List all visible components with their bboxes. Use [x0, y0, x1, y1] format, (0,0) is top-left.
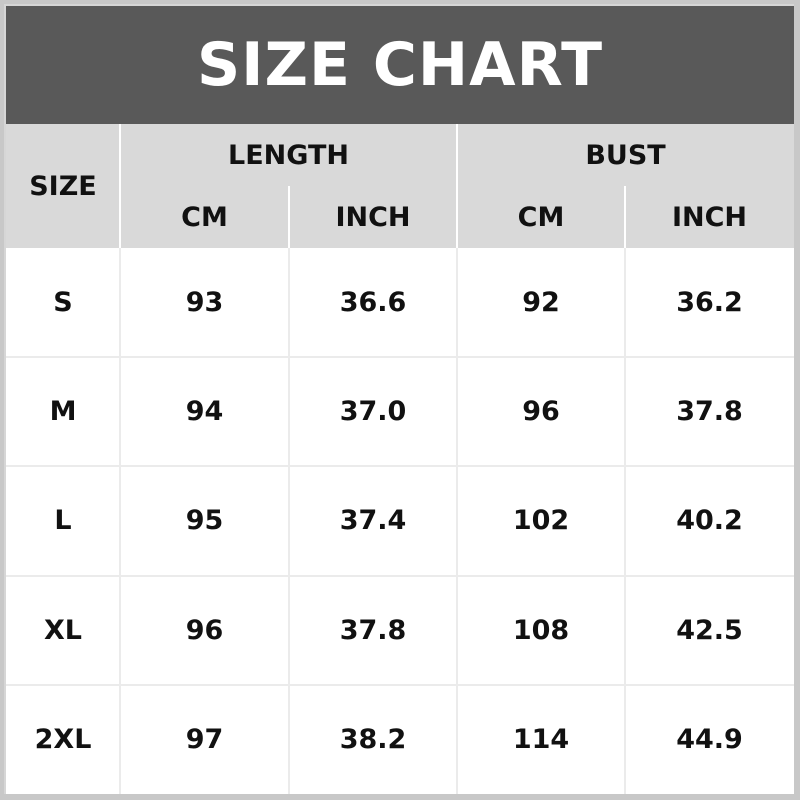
table-cell: 114: [457, 684, 625, 794]
divider: [288, 248, 290, 794]
table-cell: 37.8: [289, 575, 457, 685]
table-cell: 40.2: [625, 466, 794, 576]
table-cell: 42.5: [625, 575, 794, 685]
header-sub-inch: INCH: [625, 186, 794, 248]
divider: [6, 356, 794, 359]
size-label: XL: [6, 575, 120, 685]
divider: [288, 186, 290, 248]
table-cell: 95: [120, 466, 289, 576]
table-cell: 37.4: [289, 466, 457, 576]
table-cell: 37.0: [289, 357, 457, 467]
table-cell: 44.9: [625, 684, 794, 794]
size-label: M: [6, 357, 120, 467]
divider: [624, 248, 626, 794]
table-cell: 102: [457, 466, 625, 576]
divider: [119, 124, 121, 248]
header-sub-cm: CM: [120, 186, 289, 248]
table-cell: 36.6: [289, 248, 457, 358]
table-cell: 38.2: [289, 684, 457, 794]
table-cell: 36.2: [625, 248, 794, 358]
chart-title: SIZE CHART: [6, 6, 794, 124]
table-cell: 94: [120, 357, 289, 467]
header-sub-inch: INCH: [289, 186, 457, 248]
divider: [6, 574, 794, 577]
table-cell: 96: [457, 357, 625, 467]
table-cell: 37.8: [625, 357, 794, 467]
divider: [119, 248, 121, 794]
header-size: SIZE: [6, 124, 120, 248]
size-label: L: [6, 466, 120, 576]
header-group-length: LENGTH: [120, 124, 457, 186]
divider: [456, 124, 458, 248]
table-cell: 108: [457, 575, 625, 685]
divider: [6, 465, 794, 468]
table-cell: 93: [120, 248, 289, 358]
header-group-bust: BUST: [457, 124, 794, 186]
table-cell: 97: [120, 684, 289, 794]
size-label: S: [6, 248, 120, 358]
table-cell: 96: [120, 575, 289, 685]
divider: [624, 186, 626, 248]
table-cell: 92: [457, 248, 625, 358]
divider: [6, 683, 794, 686]
header-sub-cm: CM: [457, 186, 625, 248]
size-label: 2XL: [6, 684, 120, 794]
divider: [456, 248, 458, 794]
